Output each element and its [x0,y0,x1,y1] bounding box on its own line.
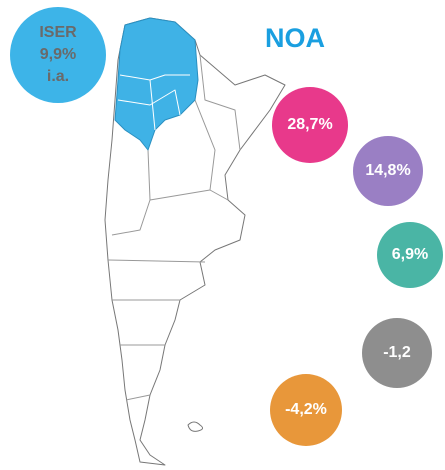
province-lines [125,394,151,401]
bubble [270,374,342,446]
bubbles: 28,7% 14,8% 6,9% -1,2 -4,2% [270,87,443,446]
bubble-label: 6,9% [392,246,428,263]
noa-province-lines [149,79,156,131]
noa-region [114,17,199,151]
badge-circle [10,7,106,103]
bubble [353,136,423,206]
province-lines [199,54,241,151]
bubble [362,318,432,388]
badge-label: ISER [39,24,77,41]
province-lines [149,189,211,201]
province-lines [111,149,151,236]
noa-province-lines [117,89,181,116]
bubble-label: 28,7% [287,116,332,133]
badge-value: 9,9% [40,46,76,63]
bubble [377,222,443,288]
noa-province-lines [119,74,190,81]
bubble-label: 14,8% [365,162,410,179]
title: NOA [265,23,325,53]
island [187,421,204,432]
province-lines [194,99,229,201]
bubble-label: -4,2% [285,401,327,418]
map [104,17,286,466]
bubble [272,87,348,163]
badge-note: i.a. [47,68,69,85]
province-lines [107,259,206,263]
bubble-label: -1,2 [383,344,411,361]
